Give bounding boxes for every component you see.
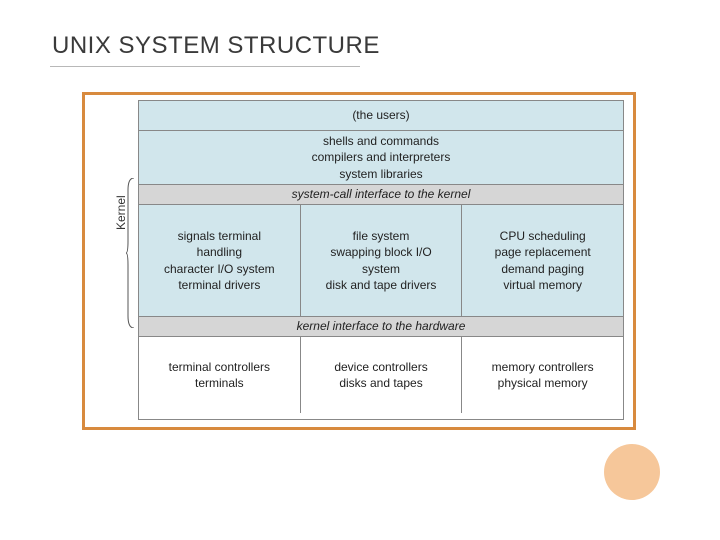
kernel-col-0: signals terminal handling character I/O … xyxy=(139,205,301,316)
shells-line-0: shells and commands xyxy=(323,133,439,149)
kernel-col-2-line-3: virtual memory xyxy=(503,277,582,293)
shells-line-1: compilers and interpreters xyxy=(312,149,451,165)
kernel-col-1-line-3: disk and tape drivers xyxy=(326,277,437,293)
iface-top-text: system-call interface to the kernel xyxy=(292,186,471,202)
kernel-col-2: CPU scheduling page replacement demand p… xyxy=(462,205,623,316)
kernel-col-1: file system swapping block I/O system di… xyxy=(301,205,463,316)
hw-col-0-line-1: terminals xyxy=(195,375,244,391)
decorative-circle-icon xyxy=(604,444,660,500)
iface-bottom-text: kernel interface to the hardware xyxy=(297,318,466,334)
title-underline xyxy=(50,66,360,67)
kernel-col-2-line-0: CPU scheduling xyxy=(500,228,586,244)
kernel-col-1-line-1: swapping block I/O xyxy=(330,244,431,260)
kernel-col-0-line-2: character I/O system xyxy=(164,261,275,277)
layer-shells: shells and commands compilers and interp… xyxy=(139,131,623,185)
page-title: UNIX SYSTEM STRUCTURE xyxy=(52,32,380,60)
layer-hw-interface: kernel interface to the hardware xyxy=(139,317,623,337)
hw-col-1: device controllers disks and tapes xyxy=(301,337,463,413)
kernel-brace-icon xyxy=(126,178,136,328)
hw-col-0: terminal controllers terminals xyxy=(139,337,301,413)
kernel-side-label-column: Kernel xyxy=(112,100,138,420)
kernel-col-1-line-0: file system xyxy=(353,228,410,244)
kernel-col-2-line-1: page replacement xyxy=(495,244,591,260)
kernel-col-1-line-2: system xyxy=(362,261,400,277)
kernel-col-0-line-1: handling xyxy=(197,244,242,260)
hw-col-1-line-1: disks and tapes xyxy=(339,375,422,391)
kernel-col-2-line-2: demand paging xyxy=(501,261,584,277)
hw-col-0-line-0: terminal controllers xyxy=(169,359,270,375)
shells-line-2: system libraries xyxy=(339,166,422,182)
users-text: (the users) xyxy=(352,107,409,123)
layer-syscall-interface: system-call interface to the kernel xyxy=(139,185,623,205)
layer-hardware: terminal controllers terminals device co… xyxy=(139,337,623,413)
hw-col-1-line-0: device controllers xyxy=(334,359,427,375)
layer-users: (the users) xyxy=(139,101,623,131)
layer-stack: (the users) shells and commands compiler… xyxy=(138,100,624,420)
kernel-col-0-line-0: signals terminal xyxy=(178,228,261,244)
layer-kernel: signals terminal handling character I/O … xyxy=(139,205,623,317)
hw-col-2-line-0: memory controllers xyxy=(492,359,594,375)
hw-col-2-line-1: physical memory xyxy=(498,375,588,391)
diagram: Kernel (the users) shells and commands c… xyxy=(112,100,624,420)
hw-col-2: memory controllers physical memory xyxy=(462,337,623,413)
kernel-col-0-line-3: terminal drivers xyxy=(178,277,260,293)
